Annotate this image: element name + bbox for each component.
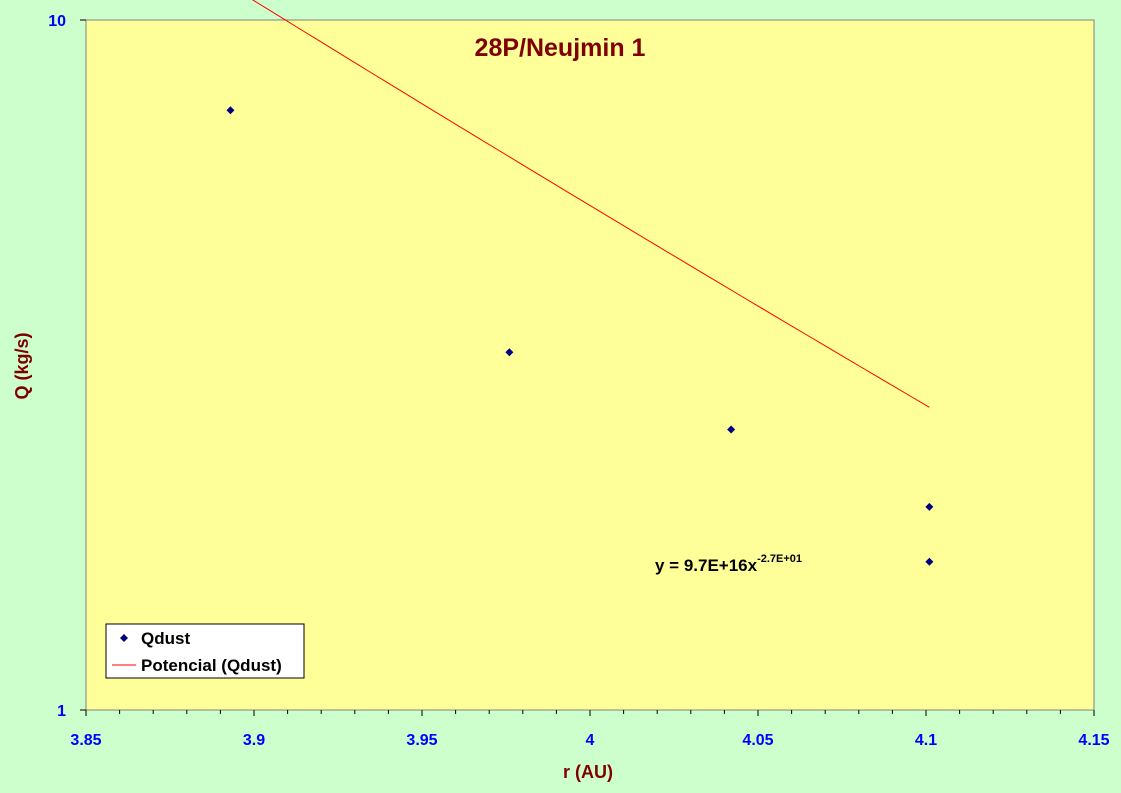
qdust-point xyxy=(226,106,235,115)
qdust-point xyxy=(505,348,514,357)
trendline-equation: y = 9.7E+16x-2.7E+01 xyxy=(655,553,802,575)
x-tick-label: 4.05 xyxy=(742,732,773,749)
legend: Qdust Potencial (Qdust) xyxy=(105,623,305,679)
trendline-equation-exponent: -2.7E+01 xyxy=(757,553,802,565)
y-axis: 1 10 xyxy=(48,13,86,720)
x-tick-label: 3.95 xyxy=(406,732,437,749)
legend-label-trend: Potencial (Qdust) xyxy=(141,656,282,675)
trendline-equation-main: y = 9.7E+16x xyxy=(655,556,758,575)
x-axis: 3.85 3.9 3.95 4 4.05 4.1 4.15 xyxy=(70,710,1110,749)
x-axis-title: r (AU) xyxy=(563,762,613,782)
marker-layer xyxy=(226,106,934,566)
y-tick-label: 1 xyxy=(57,703,66,720)
trendline-layer xyxy=(251,0,930,408)
chart-title: 28P/Neujmin 1 xyxy=(475,34,646,62)
x-tick-label: 4 xyxy=(586,732,595,749)
plot-area xyxy=(85,19,1095,711)
legend-label-qdust: Qdust xyxy=(141,629,190,648)
y-tick-label: 10 xyxy=(48,13,66,30)
x-tick-label: 3.85 xyxy=(70,732,101,749)
legend-marker-qdust xyxy=(120,634,128,642)
y-axis-title: Q (kg/s) xyxy=(12,332,32,399)
x-tick-label: 3.9 xyxy=(243,732,265,749)
x-tick-label: 4.1 xyxy=(915,732,937,749)
qdust-point xyxy=(925,502,934,511)
legend-box xyxy=(105,623,305,679)
qdust-point xyxy=(727,425,736,434)
qdust-point xyxy=(925,557,934,566)
x-tick-label: 4.15 xyxy=(1078,732,1109,749)
trendline-potencial-qdust xyxy=(251,0,930,408)
